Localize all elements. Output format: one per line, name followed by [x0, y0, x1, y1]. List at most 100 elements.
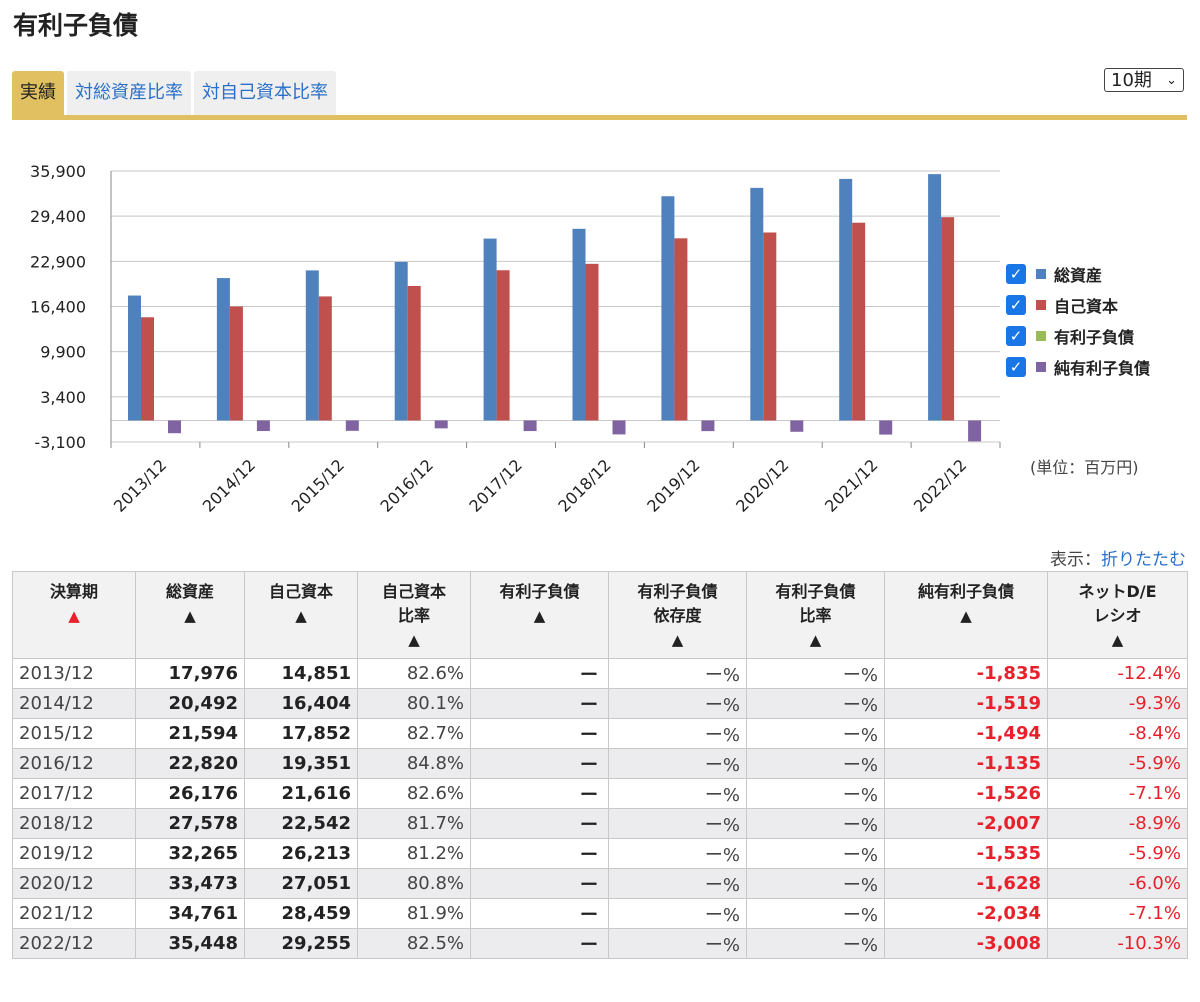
col-header-net-de-ratio: ネットD/E レシオ ▲ [1047, 571, 1188, 659]
sort-arrow-icon[interactable]: ▲ [68, 607, 80, 625]
cell-equity: 29,255 [244, 928, 358, 959]
legend-label: 総資産 [1054, 265, 1103, 285]
cell-equity-ratio: 84.8% [357, 748, 471, 779]
cell-interest-bearing-debt: ー [470, 718, 609, 749]
cell-total-assets: 34,761 [135, 898, 245, 929]
cell-net-debt: -1,535 [884, 838, 1048, 869]
cell-debt-ratio: ー% [746, 658, 885, 689]
x-tick-label: 2022/12 [910, 455, 970, 515]
cell-debt-ratio: ー% [746, 808, 885, 839]
table-body: 2013/12 17,976 14,851 82.6% ーー% ー% -1,835 -12.4… [12, 658, 1188, 959]
table-row: 2021/12 34,761 28,459 81.9% ーー% ー% -2,034 -7.1% [12, 898, 1188, 929]
legend-label: 純有利子負債 [1054, 358, 1151, 378]
legend-item-equity[interactable]: ✓ 自己資本 [1006, 289, 1150, 320]
table-row: 2013/12 17,976 14,851 82.6% ーー% ー% -1,835 -12.4… [12, 658, 1188, 689]
sort-arrow-icon[interactable]: ▲ [184, 607, 196, 625]
cell-equity: 17,852 [244, 718, 358, 749]
cell-debt-ratio: ー% [746, 838, 885, 869]
cell-period: 2016/12 [12, 748, 136, 779]
table-row: 2015/12 21,594 17,852 82.7% ーー% ー% -1,494 -8.4% [12, 718, 1188, 749]
x-tick-label: 2016/12 [377, 455, 437, 515]
col-header-total-assets: 総資産 ▲ [135, 571, 245, 659]
cell-equity: 16,404 [244, 688, 358, 719]
bar [434, 420, 448, 429]
cell-total-assets: 27,578 [135, 808, 245, 839]
checkbox-icon[interactable]: ✓ [1006, 263, 1026, 284]
checkbox-icon[interactable]: ✓ [1006, 294, 1026, 315]
x-tick-label: 2015/12 [288, 455, 348, 515]
x-tick-label: 2021/12 [821, 455, 881, 515]
bar [128, 295, 141, 421]
col-header-label: 自己資本 [268, 582, 333, 601]
data-table: 決算期 ▲ 総資産 ▲ 自己資本 ▲ 自己資本 比率 ▲ 有利子負債 ▲ 有利子負債 依存度 ▲ 有利子負債… [12, 571, 1188, 959]
tab-results[interactable]: 実績 [12, 71, 64, 115]
sort-arrow-icon[interactable]: ▲ [809, 631, 822, 649]
cell-interest-bearing-debt: ー [470, 838, 609, 869]
col-header-label: 総資産 [165, 582, 214, 601]
sort-arrow-icon[interactable]: ▲ [1111, 631, 1124, 649]
cell-debt-ratio: ー% [746, 718, 885, 749]
cell-interest-bearing-debt: ー [470, 688, 609, 719]
chevron-down-icon: ⌄ [1166, 73, 1177, 88]
tab-total-assets-ratio[interactable]: 対総資産比率 [67, 71, 191, 115]
cell-equity-ratio: 82.6% [357, 778, 471, 809]
period-select-value: 10期 [1111, 70, 1152, 91]
col-header-equity-ratio: 自己資本 比率 ▲ [357, 571, 471, 659]
cell-debt-dependency: ー% [608, 688, 747, 719]
bar [612, 420, 626, 435]
cell-debt-ratio: ー% [746, 688, 885, 719]
cell-net-de-ratio: -12.4% [1047, 658, 1188, 689]
cell-net-de-ratio: -7.1% [1047, 898, 1188, 929]
x-tick-label: 2014/12 [199, 455, 259, 515]
sort-arrow-icon[interactable]: ▲ [671, 631, 684, 649]
col-header-label: 有利子負債 [499, 582, 580, 601]
col-header-label: 純有利子負債 [917, 582, 1014, 601]
cell-net-de-ratio: -10.3% [1047, 928, 1188, 959]
bar [141, 317, 154, 421]
bar [661, 196, 675, 421]
col-header-label: 決算期 [49, 582, 98, 601]
sort-arrow-icon[interactable]: ▲ [295, 607, 307, 625]
col-header-label: 依存度 [653, 606, 702, 625]
table-row: 2018/12 27,578 22,542 81.7% ーー% ー% -2,007 -8.9% [12, 808, 1188, 839]
sort-arrow-icon[interactable]: ▲ [408, 631, 420, 649]
col-header-label: 有利子負債 [637, 582, 718, 601]
legend-swatch [1036, 299, 1046, 310]
cell-interest-bearing-debt: ー [470, 898, 609, 929]
cell-net-debt: -2,034 [884, 898, 1048, 929]
cell-net-debt: -1,526 [884, 778, 1048, 809]
col-header-debt-dependency: 有利子負債依存度 ▲ [608, 571, 747, 659]
bar [572, 228, 586, 421]
cell-debt-dependency: ー% [608, 898, 747, 929]
bar [318, 296, 332, 421]
cell-equity-ratio: 81.9% [357, 898, 471, 929]
cell-total-assets: 22,820 [135, 748, 245, 779]
cell-equity: 26,213 [244, 838, 358, 869]
legend-swatch [1036, 268, 1046, 279]
cell-equity: 14,851 [244, 658, 358, 689]
x-tick-label: 2018/12 [554, 455, 614, 515]
cell-interest-bearing-debt: ー [470, 928, 609, 959]
legend-item-interest-bearing-debt[interactable]: ✓ 有利子負債 [1006, 320, 1150, 351]
y-tick-label: 16,400 [30, 298, 86, 317]
checkbox-icon[interactable]: ✓ [1006, 325, 1026, 346]
cell-debt-ratio: ー% [746, 748, 885, 779]
cell-net-de-ratio: -6.0% [1047, 868, 1188, 899]
tab-equity-ratio[interactable]: 対自己資本比率 [194, 71, 336, 115]
cell-debt-ratio: ー% [746, 928, 885, 959]
sort-arrow-icon[interactable]: ▲ [960, 607, 972, 625]
y-tick-label: 22,900 [30, 252, 86, 271]
sort-arrow-icon[interactable]: ▲ [533, 607, 546, 625]
display-prefix: 表示： [1050, 550, 1101, 570]
table-row: 2022/12 35,448 29,255 82.5% ーー% ー% -3,008 -10.3… [12, 928, 1188, 959]
legend-item-total-assets[interactable]: ✓ 総資産 [1006, 258, 1150, 289]
y-tick-label: -3,100 [34, 433, 86, 452]
legend-item-net-debt[interactable]: ✓ 純有利子負債 [1006, 351, 1150, 382]
period-select[interactable]: 10期 ⌄ [1104, 68, 1184, 92]
checkbox-icon[interactable]: ✓ [1006, 356, 1026, 377]
cell-total-assets: 32,265 [135, 838, 245, 869]
cell-interest-bearing-debt: ー [470, 778, 609, 809]
collapse-link[interactable]: 折りたたむ [1101, 550, 1186, 570]
cell-total-assets: 17,976 [135, 658, 245, 689]
table-row: 2019/12 32,265 26,213 81.2% ーー% ー% -1,535 -5.9% [12, 838, 1188, 869]
